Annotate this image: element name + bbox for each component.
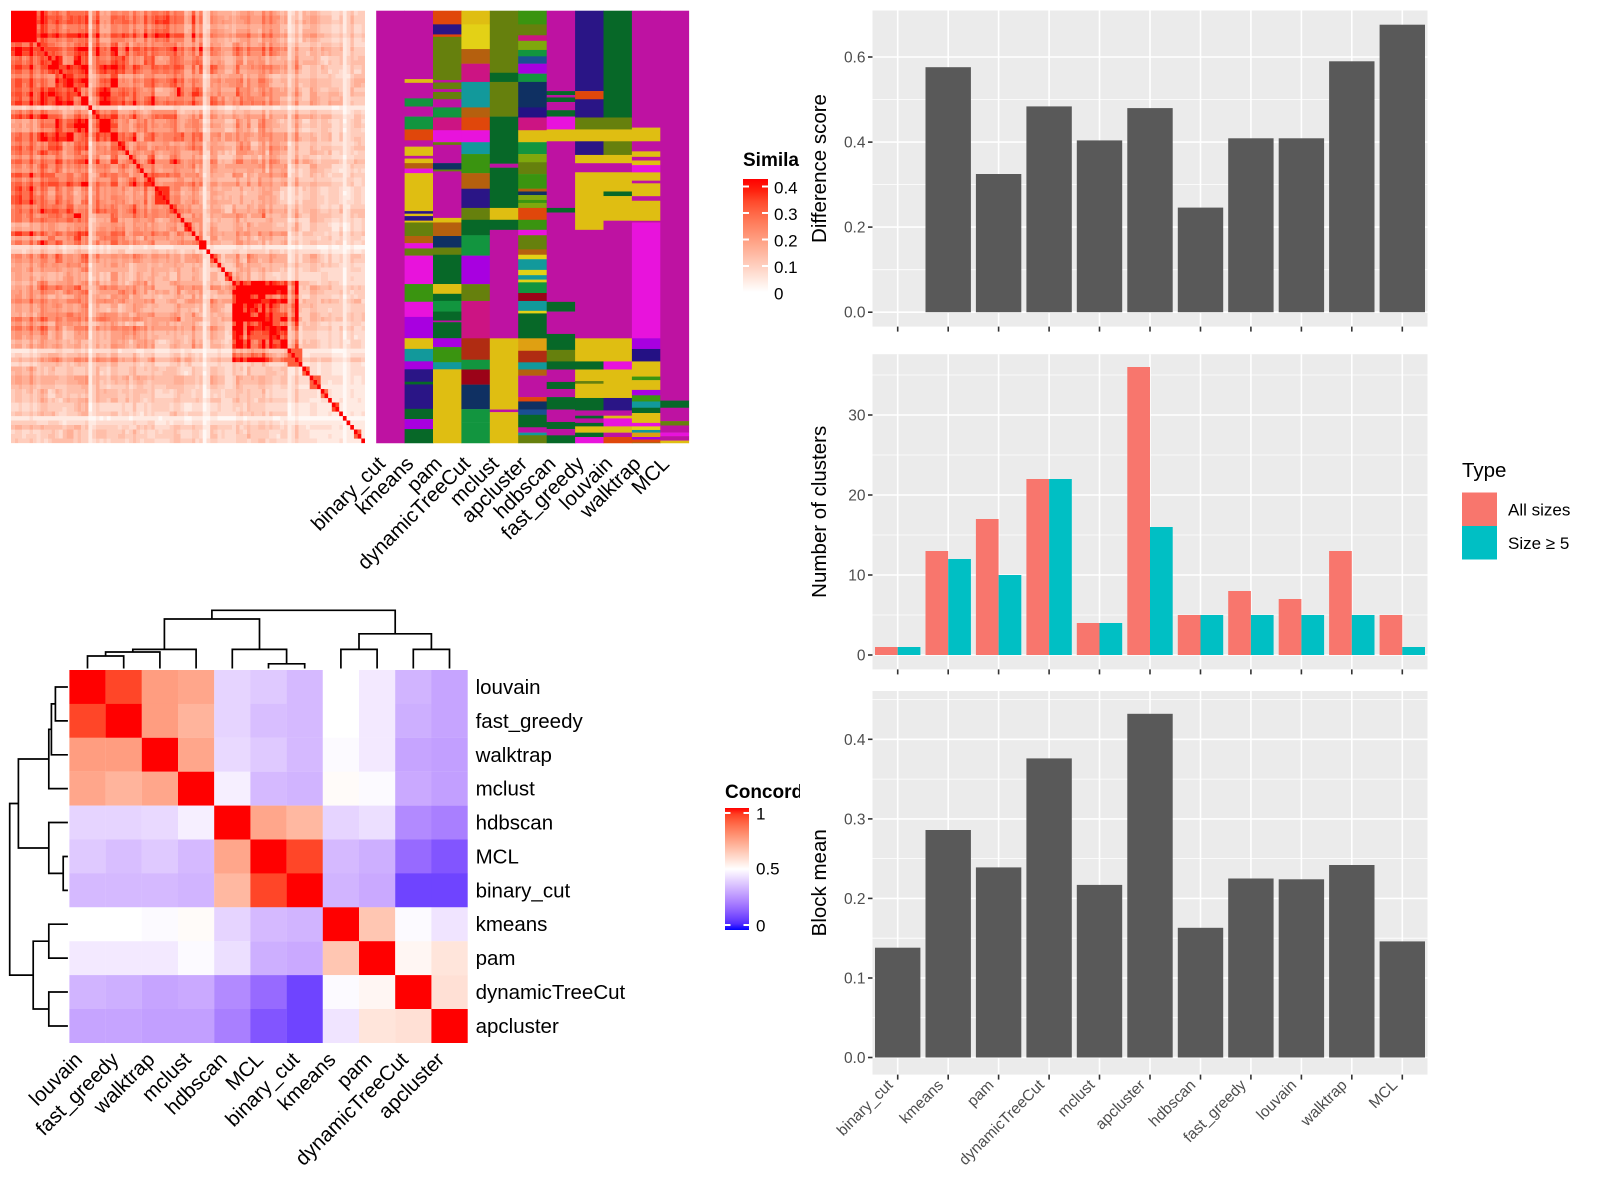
svg-text:1: 1 bbox=[756, 805, 765, 824]
svg-text:binary_cut: binary_cut bbox=[476, 879, 571, 902]
svg-text:dynamicTreeCut: dynamicTreeCut bbox=[476, 981, 626, 1004]
svg-text:pam: pam bbox=[476, 947, 516, 970]
svg-text:0.4: 0.4 bbox=[774, 179, 798, 198]
svg-text:0.3: 0.3 bbox=[844, 811, 866, 828]
svg-text:0: 0 bbox=[756, 917, 765, 936]
svg-text:mclust: mclust bbox=[476, 778, 536, 801]
svg-text:Size ≥ 5: Size ≥ 5 bbox=[1508, 534, 1569, 553]
svg-text:fast_greedy: fast_greedy bbox=[476, 710, 584, 733]
svg-text:0.4: 0.4 bbox=[844, 732, 866, 749]
svg-text:0.0: 0.0 bbox=[844, 305, 866, 322]
svg-text:kmeans: kmeans bbox=[897, 1077, 948, 1128]
svg-text:0.6: 0.6 bbox=[844, 50, 866, 67]
svg-text:dynamicTreeCut: dynamicTreeCut bbox=[956, 1076, 1049, 1169]
svg-text:walktrap: walktrap bbox=[1297, 1077, 1351, 1131]
svg-text:20: 20 bbox=[848, 488, 866, 505]
svg-text:30: 30 bbox=[848, 408, 866, 425]
svg-text:louvain: louvain bbox=[1253, 1077, 1300, 1124]
svg-text:louvain: louvain bbox=[476, 676, 541, 699]
svg-text:10: 10 bbox=[848, 568, 866, 585]
svg-text:MCL: MCL bbox=[476, 846, 519, 869]
svg-text:Difference score: Difference score bbox=[808, 94, 831, 243]
svg-text:hdbscan: hdbscan bbox=[476, 812, 554, 835]
svg-text:All sizes: All sizes bbox=[1508, 501, 1570, 520]
svg-text:0.3: 0.3 bbox=[774, 205, 798, 224]
svg-text:Concordance: Concordance bbox=[725, 782, 846, 803]
svg-text:Type: Type bbox=[1462, 459, 1506, 482]
svg-text:0.1: 0.1 bbox=[774, 258, 798, 277]
svg-text:0.1: 0.1 bbox=[844, 971, 866, 988]
svg-text:kmeans: kmeans bbox=[476, 913, 548, 936]
svg-text:apcluster: apcluster bbox=[476, 1015, 559, 1038]
svg-text:0.2: 0.2 bbox=[844, 220, 866, 237]
svg-text:0.5: 0.5 bbox=[756, 860, 780, 879]
svg-text:0: 0 bbox=[857, 648, 866, 665]
svg-text:0: 0 bbox=[774, 285, 783, 304]
svg-text:0.4: 0.4 bbox=[844, 135, 866, 152]
svg-text:Block mean: Block mean bbox=[808, 829, 831, 936]
svg-text:MCL: MCL bbox=[1366, 1077, 1401, 1112]
svg-text:pam: pam bbox=[964, 1077, 997, 1110]
svg-text:apcluster: apcluster bbox=[1092, 1077, 1149, 1134]
svg-text:Similarity: Similarity bbox=[743, 150, 829, 171]
svg-text:binary_cut: binary_cut bbox=[834, 1076, 897, 1139]
svg-text:0.2: 0.2 bbox=[844, 891, 866, 908]
svg-text:0.2: 0.2 bbox=[774, 232, 798, 251]
svg-text:mclust: mclust bbox=[1055, 1076, 1099, 1120]
svg-text:0.0: 0.0 bbox=[844, 1050, 866, 1067]
svg-text:Number of clusters: Number of clusters bbox=[808, 426, 831, 598]
svg-text:walktrap: walktrap bbox=[475, 744, 552, 767]
